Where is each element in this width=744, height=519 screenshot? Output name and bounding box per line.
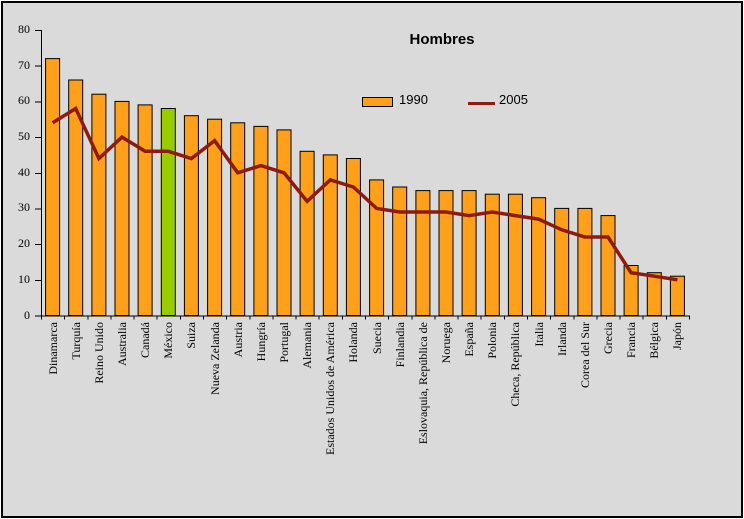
y-axis-label: 50	[18, 129, 30, 144]
bar	[438, 190, 454, 317]
x-axis-label: Checa, República	[508, 322, 523, 407]
bar	[623, 265, 639, 316]
bar	[415, 190, 431, 317]
x-axis-label: Canadá	[138, 322, 153, 358]
x-axis-label: Eslovaquia, República de	[415, 322, 430, 445]
x-axis-label: Bélgica	[647, 322, 662, 359]
x-axis-label: Francia	[624, 322, 639, 358]
bar	[369, 179, 385, 316]
bar	[45, 58, 61, 316]
x-axis-label: Austria	[230, 322, 245, 358]
trend-line-2005	[51, 105, 678, 282]
bar	[392, 186, 408, 316]
x-axis-label: Alemania	[300, 322, 315, 369]
x-axis-label: España	[462, 322, 477, 357]
bar	[484, 193, 500, 316]
x-axis-label: Reino Unido	[91, 322, 106, 384]
x-axis-label: Estados Unidos de América	[323, 322, 338, 455]
x-axis-label: Hungría	[253, 322, 268, 362]
x-axis-label: Portugal	[277, 322, 291, 363]
bar-mexico-highlight	[160, 108, 176, 316]
y-axis-label: 0	[24, 307, 30, 322]
bar	[345, 158, 361, 316]
x-axis-label: Polonia	[485, 322, 500, 359]
bar	[299, 150, 315, 316]
bar	[507, 193, 523, 316]
x-axis-label: Nueva Zelanda	[207, 322, 222, 395]
x-axis-label: México	[161, 322, 176, 359]
x-axis-label: Dinamarca	[45, 322, 60, 375]
chart-title: Hombres	[409, 31, 475, 48]
legend-swatch-2005-line	[468, 102, 495, 105]
bar	[646, 272, 662, 317]
x-axis-label: Noruega	[439, 322, 453, 364]
x-axis-label: Grecia	[601, 322, 615, 354]
x-axis-label: Australia	[115, 322, 129, 366]
bar	[207, 118, 223, 316]
x-axis-label: Japón	[670, 322, 685, 350]
bar	[577, 207, 593, 316]
x-axis-label: Suecia	[369, 322, 384, 354]
bar	[669, 275, 685, 317]
bar	[183, 115, 199, 316]
x-axis-label: Irlanda	[554, 322, 569, 356]
bar	[137, 104, 153, 317]
y-axis-label: 20	[18, 236, 30, 251]
legend-label-2005: 2005	[499, 92, 528, 107]
bar	[531, 197, 547, 316]
bar	[276, 129, 292, 316]
y-axis-label: 10	[18, 271, 30, 286]
y-axis-label: 30	[18, 200, 30, 215]
x-axis-label: Italia	[531, 322, 546, 347]
bar	[68, 79, 84, 316]
y-axis-label: 40	[18, 164, 30, 179]
bar	[253, 125, 269, 317]
y-axis-label: 60	[18, 93, 30, 108]
x-axis-label: Finlandia	[392, 322, 407, 368]
bar	[461, 190, 477, 317]
bar	[600, 215, 616, 317]
bar	[230, 122, 246, 316]
bar	[91, 93, 107, 316]
y-axis-label: 80	[18, 22, 30, 36]
x-axis-label: Corea del Sur	[577, 322, 592, 388]
bar	[322, 154, 338, 316]
legend-swatch-1990-bar	[362, 97, 393, 107]
bar	[554, 207, 570, 316]
x-axis-label: Holanda	[346, 322, 361, 363]
bar	[114, 100, 130, 317]
legend-label-1990: 1990	[399, 92, 428, 107]
y-axis-label: 70	[18, 57, 30, 72]
x-axis-label: Suiza	[184, 322, 199, 349]
x-axis-label: Turquía	[68, 322, 83, 360]
